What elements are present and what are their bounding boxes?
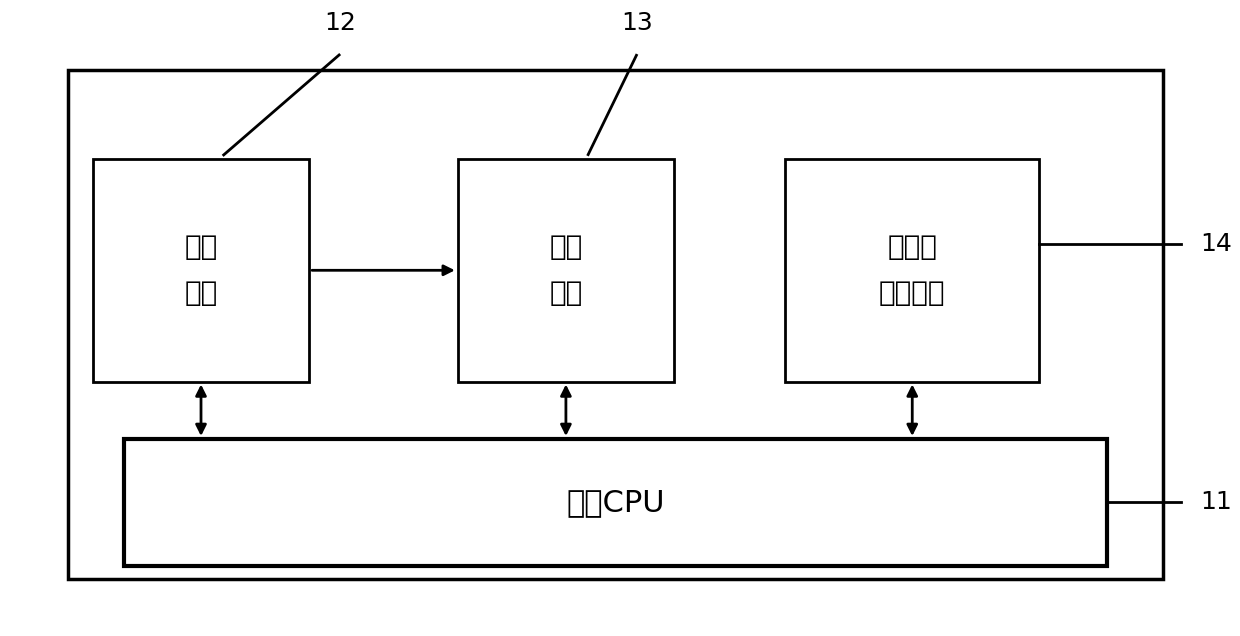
Text: 13: 13 [621,11,653,35]
Text: 14: 14 [1200,232,1231,256]
Text: 主控CPU: 主控CPU [567,488,665,517]
Bar [458,159,675,382]
Bar [124,439,1107,566]
Text: 12: 12 [324,11,356,35]
Text: 测量
电路: 测量 电路 [549,233,583,307]
Bar [785,159,1039,382]
Text: 液晶屏
显示电路: 液晶屏 显示电路 [879,233,946,307]
Bar [68,70,1163,579]
Text: 激励
电路: 激励 电路 [185,233,218,307]
Text: 11: 11 [1200,490,1231,515]
Bar [93,159,309,382]
